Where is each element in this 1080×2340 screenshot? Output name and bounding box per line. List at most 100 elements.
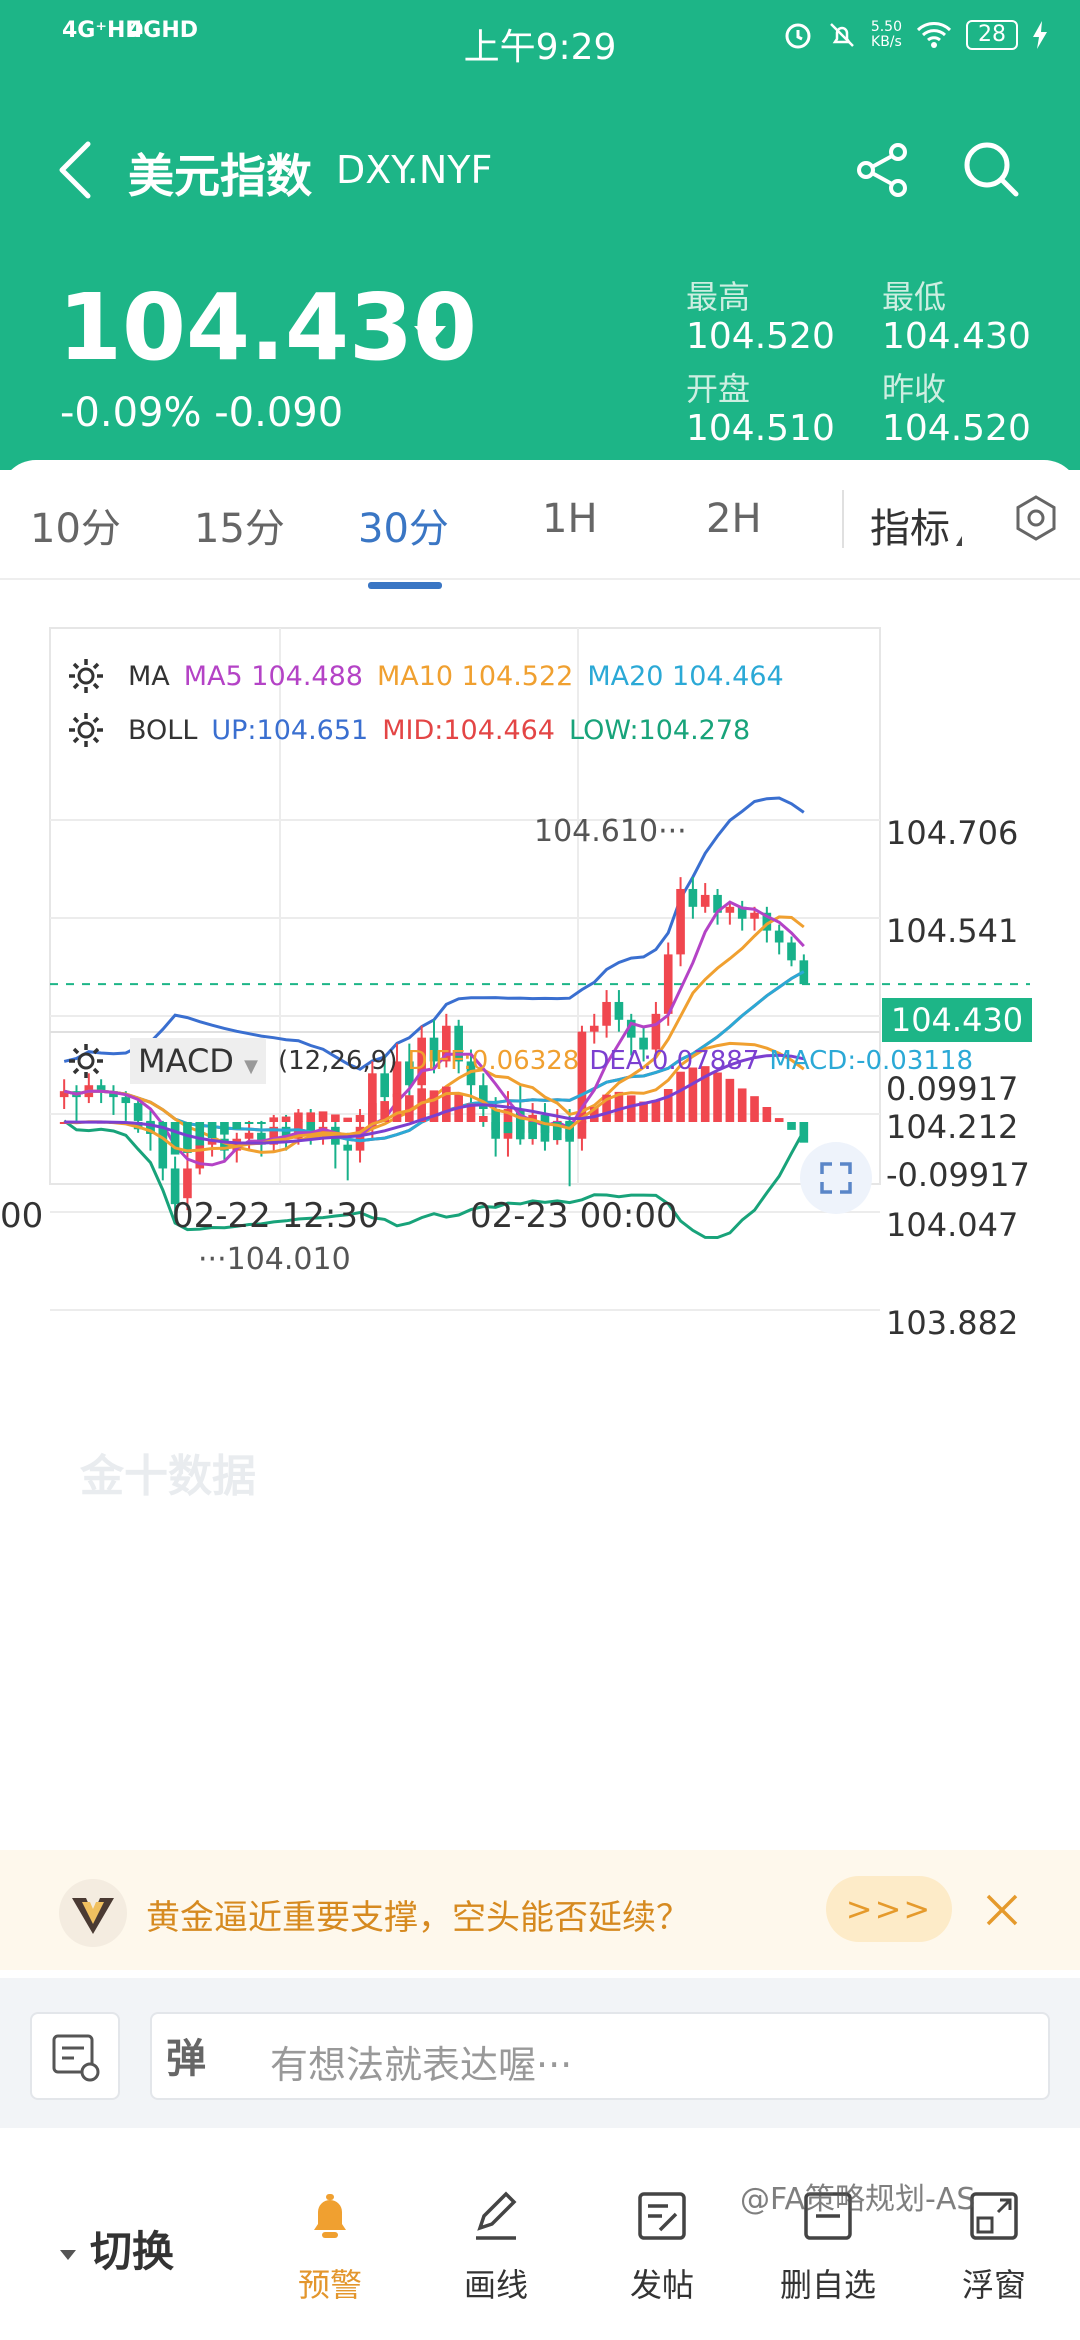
- candlestick-chart[interactable]: [0, 590, 1080, 1840]
- minus-box-icon: [804, 2192, 852, 2240]
- high-label: 最高: [686, 278, 751, 316]
- tab-10min[interactable]: 10分: [30, 506, 121, 552]
- macd-bar: [676, 1071, 685, 1122]
- low-annotation: ···104.010: [198, 1242, 351, 1277]
- candle: [306, 1120, 316, 1133]
- macd-bar: [220, 1122, 229, 1135]
- macd-bar: [207, 1122, 217, 1139]
- macd-indicator-select[interactable]: MACD ▼: [130, 1038, 266, 1084]
- candle: [368, 1073, 377, 1127]
- candle: [405, 1061, 414, 1086]
- candle: [663, 954, 673, 1014]
- candle: [478, 1085, 488, 1110]
- nav-post[interactable]: 发帖: [602, 2186, 722, 2316]
- news-headline[interactable]: 黄金逼近重要支撑，空头能否延续？: [146, 1898, 690, 1938]
- kline-chart-area[interactable]: 金十数据 MA MA5 104.488 MA10 104.522 MA20 10…: [0, 590, 1080, 1840]
- fullscreen-button[interactable]: [800, 1142, 872, 1214]
- macd-bar: [602, 1094, 611, 1122]
- battery-indicator: 28: [966, 20, 1018, 50]
- macd-bar: [540, 1122, 550, 1142]
- settings-hex-icon[interactable]: [1012, 494, 1060, 542]
- macd-bar: [232, 1122, 242, 1130]
- x-axis-label: 02-22 12:30: [172, 1196, 380, 1236]
- macd-bar: [429, 1090, 439, 1122]
- dea-line: [64, 1053, 805, 1145]
- news-more-button[interactable]: >>>: [826, 1876, 952, 1942]
- macd-bar: [787, 1122, 796, 1130]
- comment-input[interactable]: 弹 有想法就表达喔···: [150, 2012, 1050, 2100]
- ma-legend: MA MA5 104.488 MA10 104.522 MA20 104.464: [66, 656, 798, 696]
- gear-icon[interactable]: [66, 656, 106, 696]
- close-icon[interactable]: [982, 1890, 1022, 1930]
- candle: [676, 888, 685, 955]
- indicator-dropdown[interactable]: 指标: [870, 496, 962, 554]
- nav-float-window[interactable]: 浮窗: [934, 2186, 1054, 2316]
- last-price-tag: 104.430: [882, 998, 1032, 1042]
- signal-indicator-2: 4GHD: [128, 18, 199, 43]
- macd-bar: [725, 1078, 735, 1122]
- candle: [343, 1144, 353, 1151]
- candle: [195, 1144, 205, 1169]
- switch-button[interactable]: 切换: [60, 2218, 174, 2279]
- macd-bar: [368, 1103, 377, 1122]
- candle: [700, 894, 710, 907]
- macd-bar: [799, 1122, 809, 1143]
- watermark: 金十数据: [80, 1451, 256, 1502]
- y-axis-label: 104.706: [886, 814, 1019, 852]
- instrument-name: 美元指数: [128, 149, 312, 203]
- macd-bar: [392, 1093, 402, 1122]
- nav-remove-watchlist[interactable]: 删自选: [768, 2186, 888, 2316]
- diff-line: [64, 1041, 805, 1153]
- macd-bar: [577, 1121, 587, 1124]
- share-icon[interactable]: [852, 140, 912, 200]
- low-value: 104.430: [882, 316, 1031, 357]
- tab-2h[interactable]: 2H: [706, 496, 762, 542]
- macd-bar: [355, 1115, 365, 1122]
- y-axis-label: 103.882: [886, 1304, 1019, 1342]
- macd-bar: [565, 1122, 574, 1142]
- posts-button[interactable]: [30, 2012, 120, 2100]
- last-price: 104.430: [58, 274, 478, 381]
- macd-bar: [146, 1122, 155, 1134]
- high-value: 104.520: [686, 316, 835, 357]
- tab-30min[interactable]: 30分: [358, 506, 449, 552]
- gear-icon[interactable]: [66, 1041, 106, 1081]
- candle: [639, 1037, 648, 1050]
- candle: [170, 1168, 180, 1205]
- macd-bar: [158, 1122, 168, 1144]
- tab-15min[interactable]: 15分: [194, 506, 285, 552]
- fullscreen-icon: [820, 1162, 852, 1194]
- x-axis-label: 02-23 00:00: [470, 1196, 678, 1236]
- macd-bar: [343, 1117, 353, 1122]
- macd-bar: [528, 1122, 537, 1140]
- macd-bar: [713, 1072, 722, 1122]
- nav-draw-line[interactable]: 画线: [436, 2186, 556, 2316]
- bottom-nav: 切换 预警 画线 发帖 删自选 浮窗 @FA策略规划-AS: [0, 2136, 1080, 2340]
- tab-1h[interactable]: 1H: [542, 496, 598, 542]
- candle: [121, 1097, 131, 1104]
- bell-icon: [314, 2194, 346, 2238]
- back-icon[interactable]: [52, 138, 112, 202]
- macd-bar: [269, 1117, 279, 1122]
- nav-alert[interactable]: 预警: [270, 2186, 390, 2316]
- macd-bar: [688, 1067, 698, 1122]
- macd-bar: [195, 1122, 205, 1146]
- news-banner[interactable]: 黄金逼近重要支撑，空头能否延续？ >>>: [0, 1850, 1080, 1970]
- candle: [109, 1091, 118, 1098]
- macd-bar: [405, 1095, 414, 1122]
- macd-axis-top: 0.09917: [886, 1070, 1019, 1108]
- down-arrow-icon: [414, 302, 446, 344]
- x-axis-label: 00: [0, 1196, 44, 1236]
- quote-header: 4G⁺HD 4GHD 上午9:29 5.50 KB/s 28 美元指数 DXY.N…: [0, 0, 1080, 470]
- search-icon[interactable]: [960, 138, 1022, 200]
- macd-bar: [651, 1099, 661, 1122]
- gear-icon[interactable]: [66, 710, 106, 750]
- macd-legend: MACD ▼ (12,26,9) DIFF:0.06328 DEA:0.0788…: [66, 1038, 973, 1084]
- candle: [750, 912, 759, 919]
- candle: [183, 1168, 192, 1199]
- candle: [466, 1061, 476, 1086]
- tab-divider: [842, 490, 844, 548]
- open-value: 104.510: [686, 408, 835, 449]
- candle: [626, 1019, 636, 1038]
- candle: [133, 1103, 143, 1121]
